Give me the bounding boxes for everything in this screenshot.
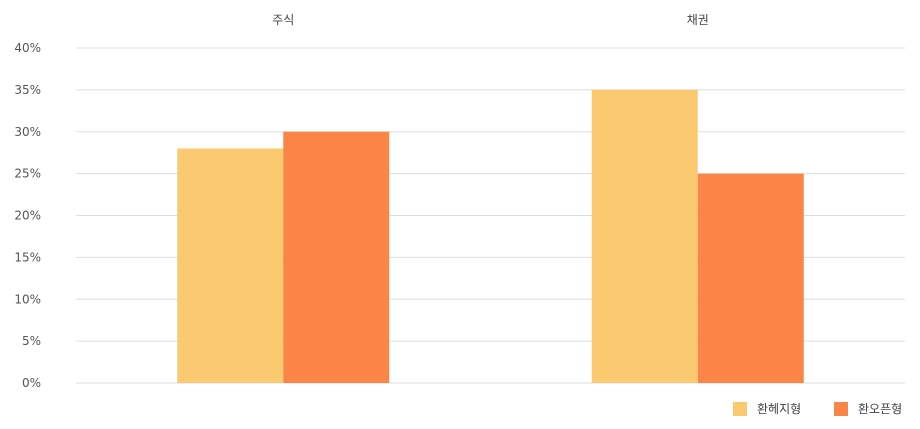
y-tick-label: 10% bbox=[14, 292, 41, 306]
legend-swatch bbox=[834, 402, 848, 416]
y-tick-label: 35% bbox=[14, 83, 41, 97]
category-labels: 주식 채권 bbox=[272, 13, 709, 27]
legend-item: 환헤지형 bbox=[733, 402, 801, 416]
legend-label: 환헤지형 bbox=[757, 402, 801, 416]
bar-1-1 bbox=[177, 148, 284, 383]
legend-item: 환오픈형 bbox=[834, 402, 902, 416]
y-tick-label: 40% bbox=[14, 41, 41, 55]
category-label: 채권 bbox=[687, 13, 709, 27]
y-tick-label: 15% bbox=[14, 250, 41, 264]
y-tick-label: 5% bbox=[22, 334, 41, 348]
legend-swatch bbox=[733, 402, 747, 416]
bar-2-2 bbox=[697, 173, 804, 383]
bar-2-1 bbox=[283, 131, 390, 383]
legend-label: 환오픈형 bbox=[858, 402, 902, 416]
y-tick-label: 30% bbox=[14, 125, 41, 139]
legend: 환헤지형 환오픈형 bbox=[733, 402, 902, 416]
bars bbox=[177, 89, 804, 383]
y-tick-label: 0% bbox=[22, 376, 41, 390]
category-label: 주식 bbox=[272, 13, 294, 27]
y-axis-ticks: 0% 5% 10% 15% 20% 25% 30% 35% 40% bbox=[14, 41, 41, 390]
bar-1-2 bbox=[591, 89, 698, 383]
y-tick-label: 25% bbox=[14, 167, 41, 181]
y-tick-label: 20% bbox=[14, 209, 41, 223]
